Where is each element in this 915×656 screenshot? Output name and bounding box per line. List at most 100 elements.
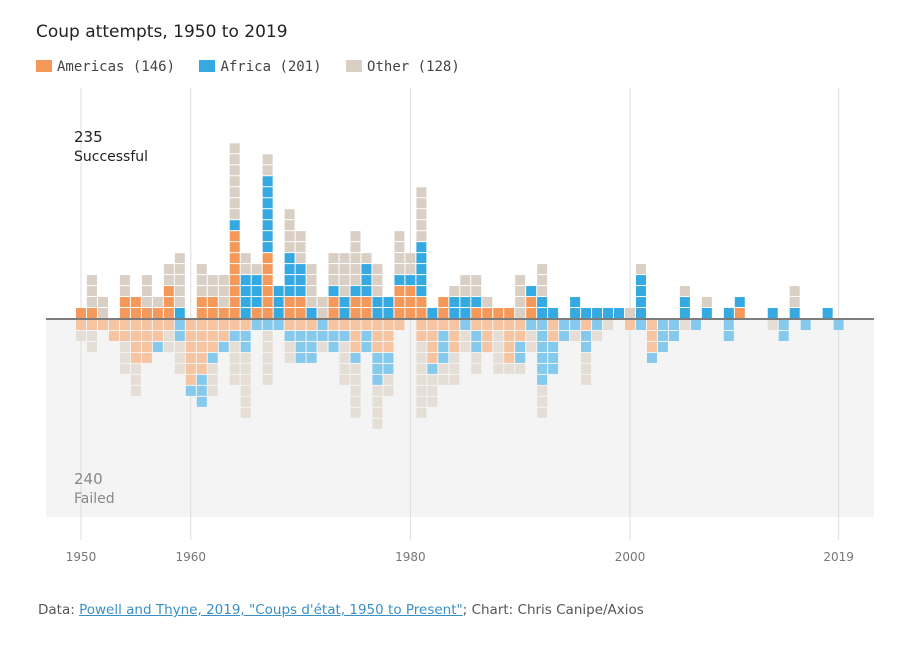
cell-failed-other-1996 <box>581 374 592 385</box>
cell-failed-americas-2002 <box>646 320 657 330</box>
cell-successful-other-1977 <box>372 286 383 297</box>
cell-failed-africa-1996 <box>581 341 592 352</box>
cell-successful-other-1975 <box>350 231 361 242</box>
cell-failed-africa-1983 <box>438 352 449 363</box>
successful-label: Successful <box>74 149 148 165</box>
cell-successful-other-1981 <box>416 198 427 209</box>
cell-successful-americas-1989 <box>504 308 515 319</box>
cell-successful-americas-1970 <box>295 297 306 308</box>
cell-failed-other-1996 <box>581 363 592 374</box>
cell-failed-other-1962 <box>207 385 218 396</box>
cell-failed-americas-1981 <box>416 330 427 341</box>
cell-failed-americas-1976 <box>361 320 372 330</box>
x-tick-label-1960: 1960 <box>176 550 207 564</box>
source-link[interactable]: Powell and Thyne, 2019, "Coups d'état, 1… <box>79 602 463 618</box>
cell-failed-africa-2001 <box>635 320 646 330</box>
cell-successful-other-1973 <box>328 275 339 286</box>
cell-successful-americas-1970 <box>295 308 306 319</box>
legend-swatch-other <box>346 60 363 72</box>
cell-failed-americas-1955 <box>130 341 141 352</box>
cell-failed-other-1977 <box>372 396 383 407</box>
cell-failed-other-1992 <box>537 407 548 418</box>
cell-failed-other-1984 <box>449 352 460 363</box>
cell-successful-africa-1959 <box>174 308 185 319</box>
cell-successful-africa-1977 <box>372 308 383 319</box>
cell-failed-americas-1978 <box>383 320 394 330</box>
cell-successful-other-1957 <box>152 297 163 308</box>
cell-failed-americas-1987 <box>482 341 493 352</box>
cell-successful-other-1951 <box>86 286 97 297</box>
cell-successful-americas-1969 <box>284 308 295 319</box>
cell-failed-africa-2003 <box>657 330 668 341</box>
cell-failed-other-1967 <box>262 330 273 341</box>
legend-swatch-africa <box>199 60 216 72</box>
cell-successful-other-1952 <box>97 308 108 319</box>
failed-total: 240 <box>74 470 103 488</box>
cell-failed-africa-1994 <box>559 330 570 341</box>
cell-successful-other-1964 <box>229 209 240 220</box>
cell-failed-other-1988 <box>493 363 504 374</box>
cell-failed-africa-1994 <box>559 320 570 330</box>
cell-successful-americas-1958 <box>163 286 174 297</box>
cell-successful-americas-1966 <box>251 308 262 319</box>
cell-failed-africa-2014 <box>778 330 789 341</box>
cell-successful-other-1977 <box>372 264 383 275</box>
cell-successful-other-1974 <box>339 286 350 297</box>
cell-failed-americas-1975 <box>350 341 361 352</box>
cell-successful-americas-1964 <box>229 231 240 242</box>
cell-failed-other-2005 <box>679 320 690 330</box>
cell-failed-africa-1969 <box>284 330 295 341</box>
cell-successful-africa-1986 <box>471 297 482 308</box>
cell-successful-africa-1975 <box>350 286 361 297</box>
cell-failed-americas-1982 <box>427 320 438 330</box>
cell-successful-other-1992 <box>537 286 548 297</box>
cell-failed-africa-1960 <box>185 385 196 396</box>
cell-successful-americas-1954 <box>119 297 130 308</box>
cell-failed-americas-1984 <box>449 330 460 341</box>
cell-failed-africa-1983 <box>438 341 449 352</box>
cell-failed-other-1984 <box>449 363 460 374</box>
x-tick-label-1980: 1980 <box>395 550 426 564</box>
cell-failed-other-1965 <box>240 396 251 407</box>
x-tick-label-2000: 2000 <box>615 550 646 564</box>
cell-successful-africa-1977 <box>372 297 383 308</box>
cell-successful-other-1971 <box>306 275 317 286</box>
cell-successful-other-1951 <box>86 297 97 308</box>
cell-failed-africa-1992 <box>537 374 548 385</box>
cell-successful-other-1976 <box>361 253 372 264</box>
cell-failed-americas-1953 <box>108 330 119 341</box>
cell-successful-africa-1995 <box>570 308 581 319</box>
cell-successful-africa-1965 <box>240 275 251 286</box>
cell-failed-other-1981 <box>416 407 427 418</box>
cell-failed-americas-1954 <box>119 330 130 341</box>
chart-title: Coup attempts, 1950 to 2019 <box>36 22 288 42</box>
cell-successful-africa-1970 <box>295 264 306 275</box>
cell-failed-africa-2004 <box>668 330 679 341</box>
cell-failed-other-1981 <box>416 396 427 407</box>
x-tick-label-2019: 2019 <box>823 550 854 564</box>
cell-failed-other-1996 <box>581 352 592 363</box>
cell-failed-other-1954 <box>119 341 130 352</box>
cell-successful-americas-1969 <box>284 297 295 308</box>
cell-successful-other-1956 <box>141 297 152 308</box>
cell-successful-africa-2005 <box>679 308 690 319</box>
cell-successful-other-1969 <box>284 209 295 220</box>
cell-failed-americas-1960 <box>185 374 196 385</box>
cell-successful-americas-1976 <box>361 308 372 319</box>
cell-successful-other-2001 <box>635 264 646 275</box>
cell-failed-other-1969 <box>284 352 295 363</box>
cell-successful-africa-1985 <box>460 297 471 308</box>
cell-successful-africa-1993 <box>548 308 559 319</box>
cell-failed-africa-1974 <box>339 330 350 341</box>
cell-failed-africa-1976 <box>361 330 372 341</box>
cell-successful-americas-1987 <box>482 308 493 319</box>
cell-failed-americas-1956 <box>141 341 152 352</box>
cell-failed-americas-1958 <box>163 320 174 330</box>
cell-failed-other-1981 <box>416 341 427 352</box>
cell-successful-other-1964 <box>229 143 240 154</box>
cell-successful-americas-1964 <box>229 275 240 286</box>
cell-successful-other-1990 <box>515 308 526 319</box>
cell-successful-africa-2007 <box>701 308 712 319</box>
cell-failed-americas-1990 <box>515 330 526 341</box>
cell-failed-americas-1975 <box>350 320 361 330</box>
